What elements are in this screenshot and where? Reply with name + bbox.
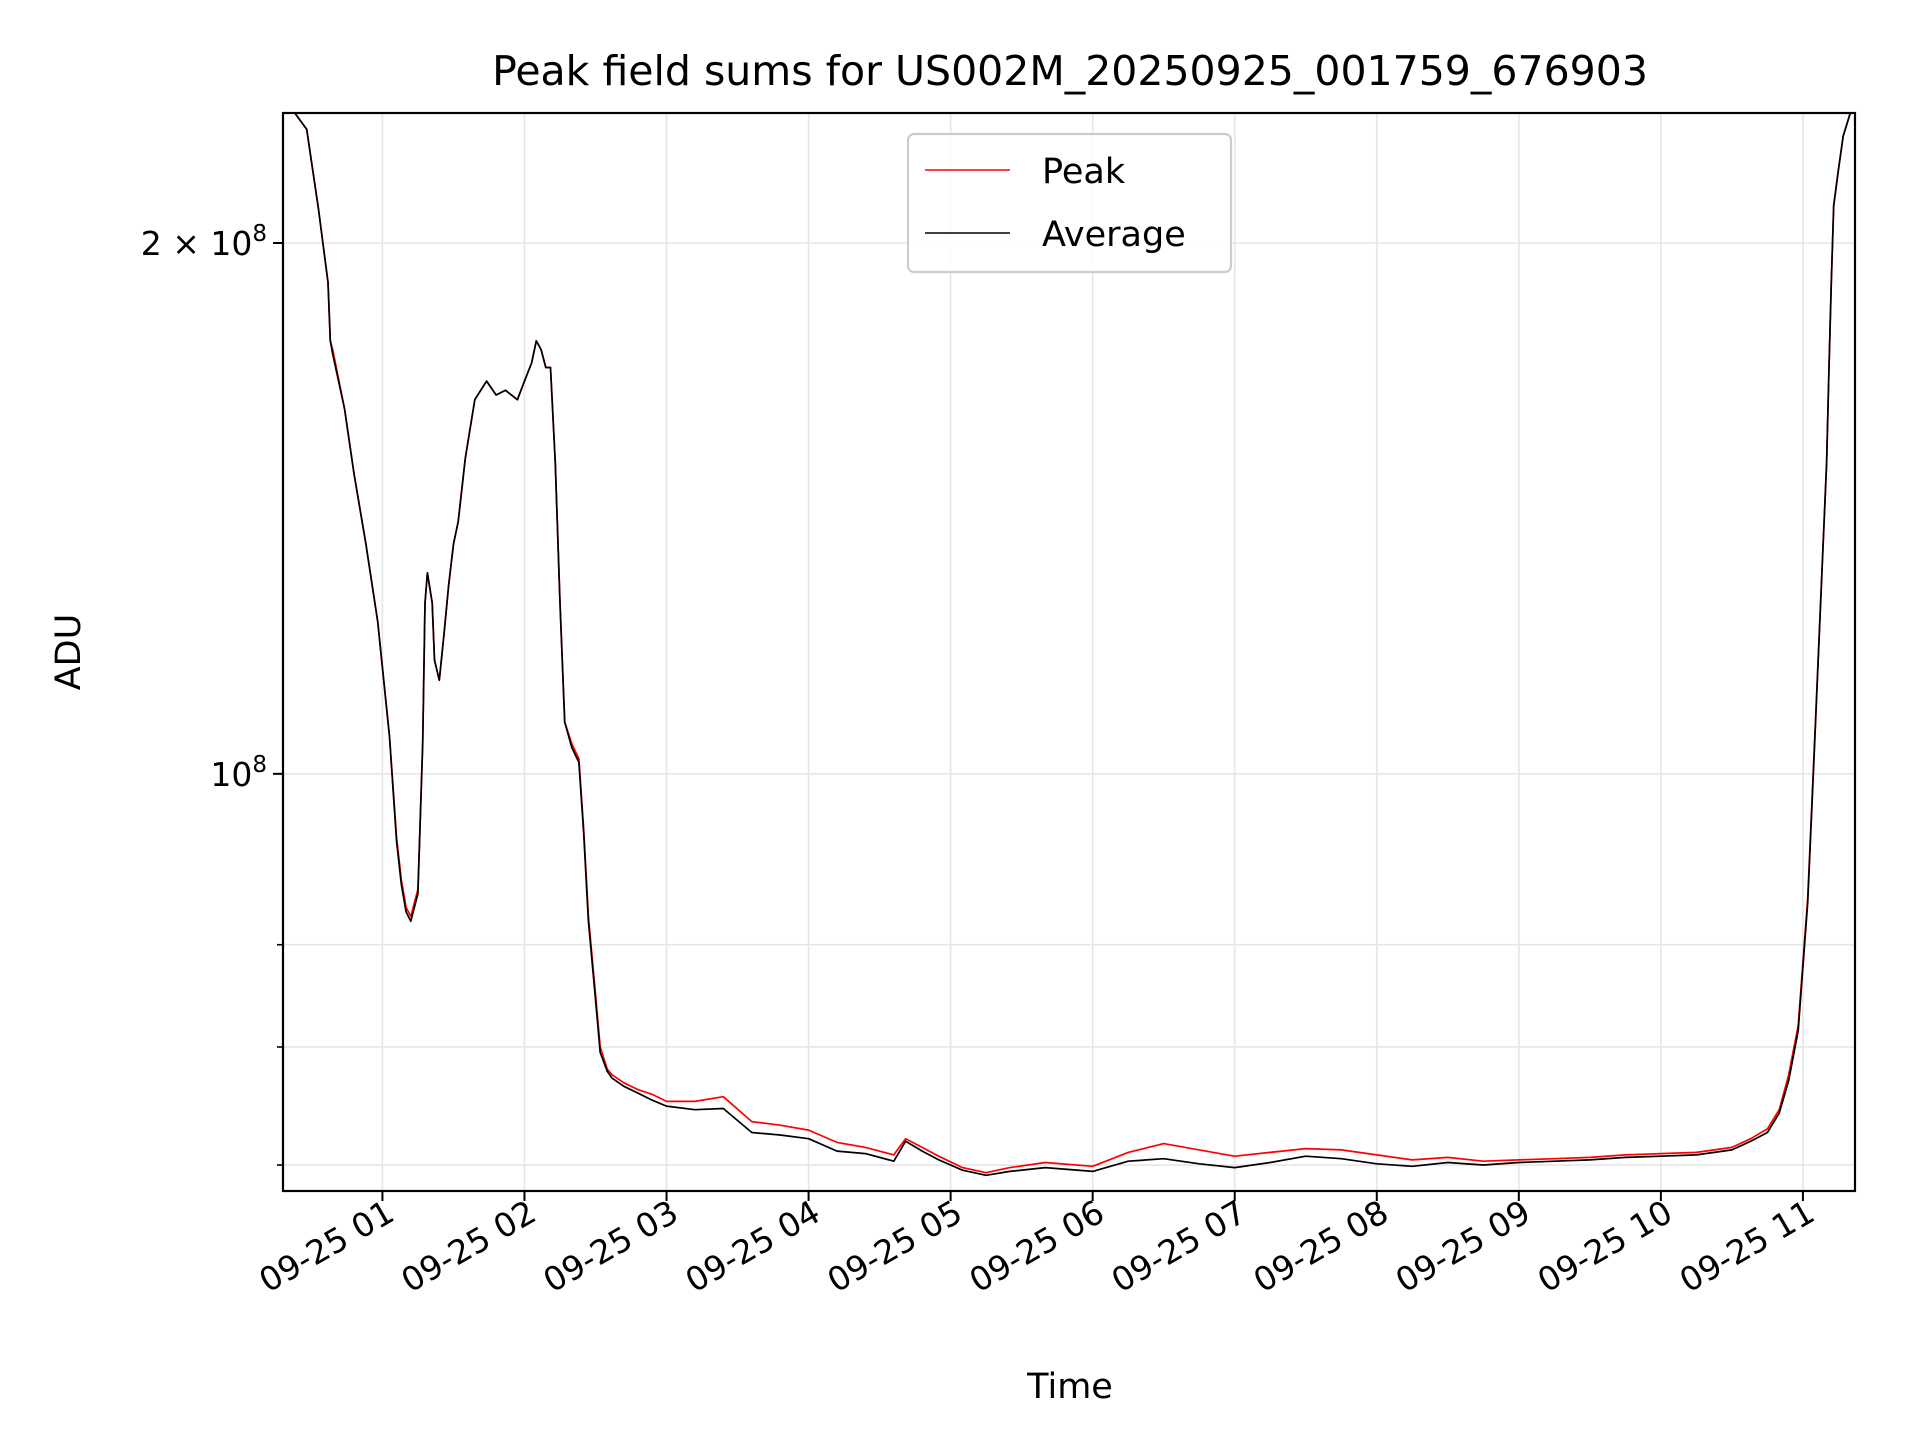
chart-title: Peak field sums for US002M_20250925_0017… bbox=[492, 47, 1648, 95]
plot-frame bbox=[281, 111, 1857, 1193]
legend-average-label: Average bbox=[1042, 215, 1186, 255]
legend: Peak Average bbox=[906, 132, 1233, 274]
legend-box bbox=[906, 132, 1233, 274]
legend-peak-label: Peak bbox=[1042, 152, 1126, 192]
average-series-line bbox=[283, 113, 1855, 1177]
y-axis-label: ADU bbox=[49, 614, 89, 691]
y-tick-label: 108 bbox=[210, 752, 267, 794]
x-axis-label: Time bbox=[1026, 1367, 1113, 1407]
series-group bbox=[283, 113, 1855, 1177]
y-tick-label: 2 × 108 bbox=[141, 221, 267, 263]
